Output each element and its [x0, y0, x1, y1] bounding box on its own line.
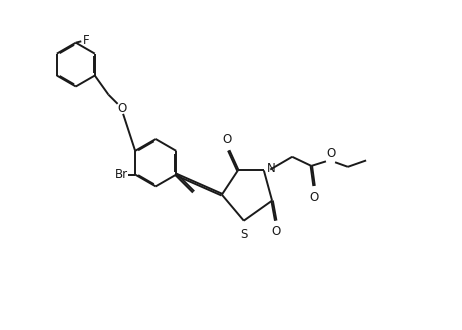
- Text: O: O: [271, 225, 280, 238]
- Text: Br: Br: [115, 168, 128, 181]
- Text: O: O: [326, 147, 335, 160]
- Text: O: O: [222, 133, 231, 146]
- Text: O: O: [117, 102, 127, 115]
- Text: O: O: [310, 190, 319, 204]
- Text: N: N: [267, 162, 275, 175]
- Text: S: S: [240, 228, 248, 241]
- Text: F: F: [83, 34, 89, 47]
